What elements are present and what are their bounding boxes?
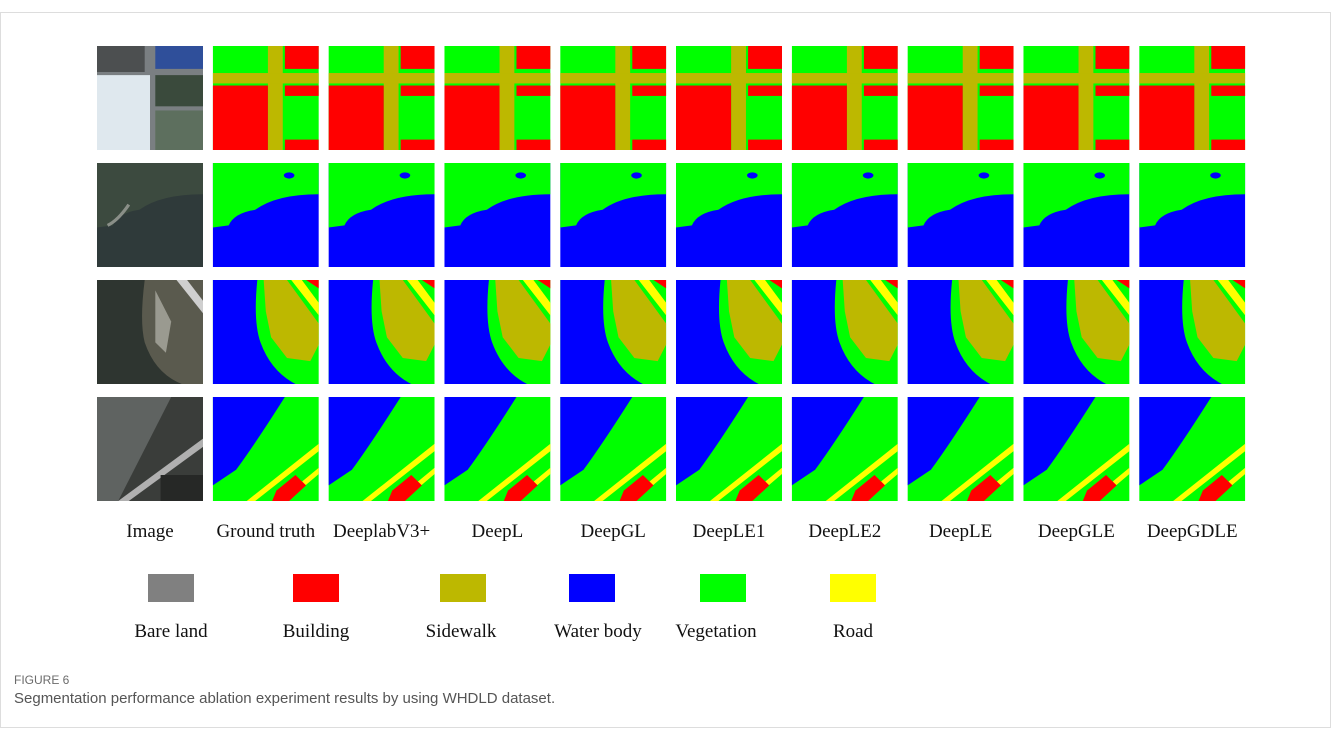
segmentation-map [560, 163, 666, 267]
segmentation-map [1139, 280, 1245, 384]
segmentation-map [1023, 397, 1129, 501]
column-label: Ground truth [216, 521, 315, 542]
segmentation-map [792, 280, 898, 384]
legend-swatch [830, 574, 876, 602]
segmentation-map [444, 280, 550, 384]
segmentation-map [1139, 46, 1245, 150]
legend-label: Sidewalk [426, 621, 497, 642]
column-label: DeeplabV3+ [333, 521, 430, 542]
legend-swatch [700, 574, 746, 602]
segmentation-map [908, 280, 1014, 384]
legend-label: Building [283, 621, 350, 642]
segmentation-map [792, 163, 898, 267]
column-label: DeepLE [929, 521, 992, 542]
segmentation-map [329, 397, 435, 501]
segmentation-map [1139, 397, 1245, 501]
segmentation-map [676, 280, 782, 384]
column-label: DeepL [472, 521, 524, 542]
legend-label: Road [833, 621, 874, 642]
segmentation-map [213, 397, 319, 501]
legend-label: Bare land [134, 621, 208, 642]
segmentation-map [676, 46, 782, 150]
figure: Image Ground truth DeeplabV3+ DeepL DeepGL De… [0, 0, 1331, 728]
photo [97, 46, 203, 150]
segmentation-map [329, 46, 435, 150]
legend-label: Vegetation [675, 621, 757, 642]
segmentation-map [213, 46, 319, 150]
segmentation-map [908, 397, 1014, 501]
segmentation-map [1023, 163, 1129, 267]
legend-swatch [440, 574, 486, 602]
photo [97, 280, 203, 384]
column-label: DeepLE2 [808, 521, 881, 542]
segmentation-map [560, 397, 666, 501]
segmentation-map [329, 163, 435, 267]
segmentation-map [213, 280, 319, 384]
segmentation-map [1139, 163, 1245, 267]
segmentation-map [676, 163, 782, 267]
segmentation-map [792, 46, 898, 150]
column-label: Image [126, 521, 173, 542]
figure-caption: Segmentation performance ablation experi… [14, 690, 555, 707]
legend-swatch [569, 574, 615, 602]
figure-label: FIGURE 6 [14, 673, 70, 687]
column-label: DeepLE1 [693, 521, 766, 542]
segmentation-map [329, 280, 435, 384]
segmentation-map [908, 46, 1014, 150]
column-label: DeepGLE [1038, 521, 1115, 542]
segmentation-map [444, 397, 550, 501]
legend-label: Water body [554, 621, 642, 642]
segmentation-map [444, 46, 550, 150]
segmentation-map [908, 163, 1014, 267]
segmentation-map [792, 397, 898, 501]
segmentation-map [213, 163, 319, 267]
segmentation-map [1023, 280, 1129, 384]
legend-swatch [148, 574, 194, 602]
column-label: DeepGL [580, 521, 645, 542]
photo [97, 163, 203, 267]
legend-swatch [293, 574, 339, 602]
column-label: DeepGDLE [1147, 521, 1238, 542]
segmentation-map [560, 46, 666, 150]
segmentation-map [676, 397, 782, 501]
segmentation-map [444, 163, 550, 267]
segmentation-map [1023, 46, 1129, 150]
segmentation-map [560, 280, 666, 384]
photo [97, 397, 203, 501]
